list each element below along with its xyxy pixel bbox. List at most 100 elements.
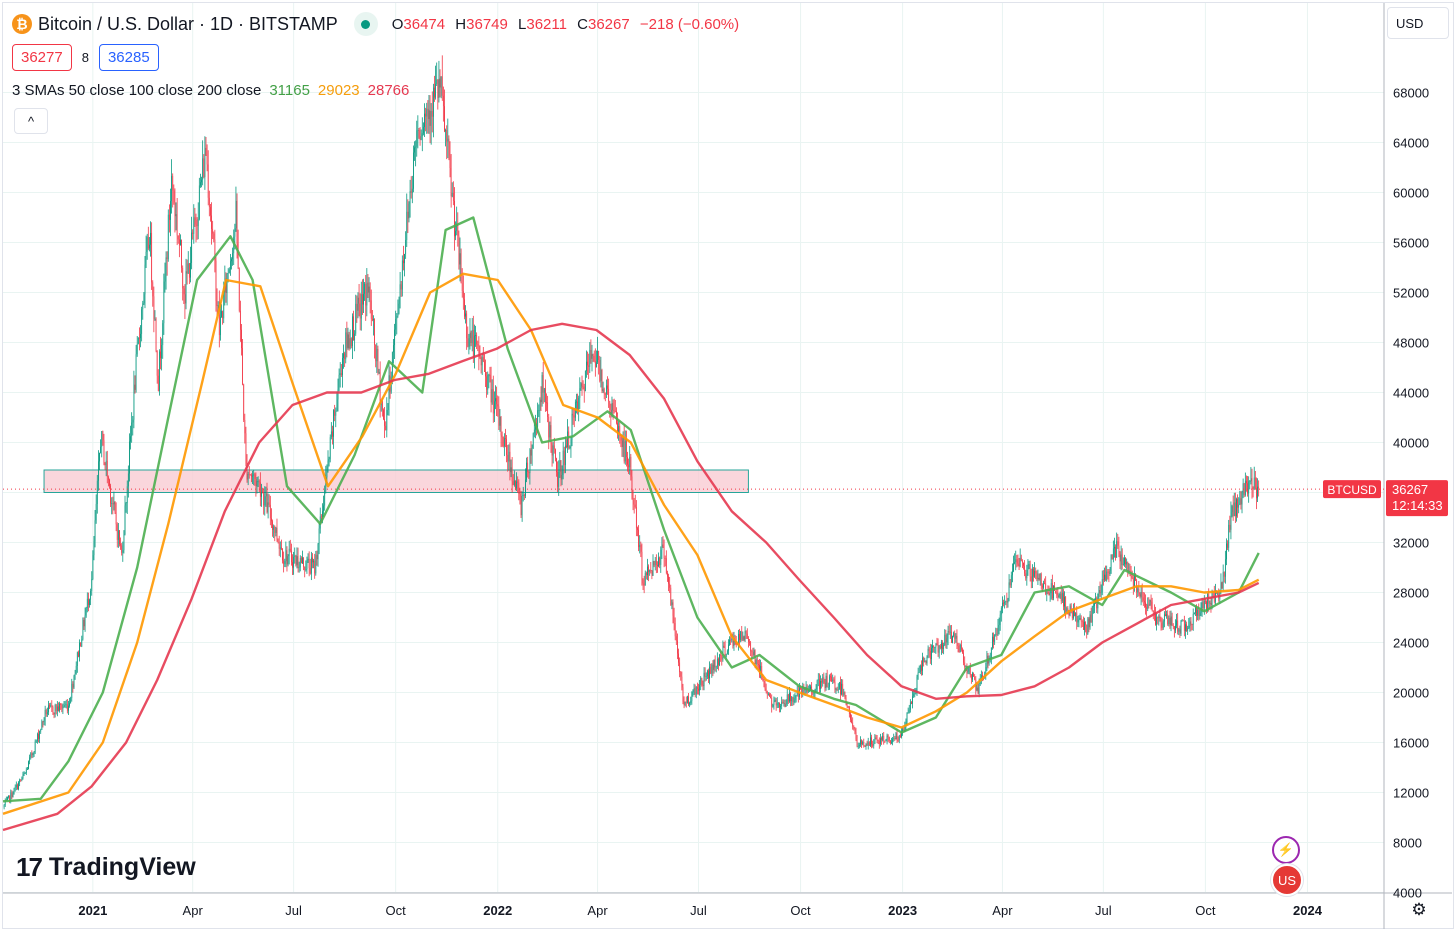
collapse-legend-button[interactable]: ^ <box>14 108 48 134</box>
candle-body <box>1140 591 1142 597</box>
candle-body <box>244 420 246 434</box>
candle-body <box>560 460 562 480</box>
candle-body <box>488 374 490 376</box>
candle-body <box>29 757 31 762</box>
candle-body <box>266 493 268 513</box>
candle-body <box>152 282 154 297</box>
candle-body <box>1148 604 1150 606</box>
market-status-icon[interactable] <box>353 12 378 36</box>
candle-body <box>913 693 915 697</box>
candle-body <box>551 444 553 456</box>
candle-body <box>216 300 218 306</box>
candle-body <box>863 741 865 746</box>
currency-button[interactable]: USD <box>1387 7 1449 39</box>
candle-body <box>134 384 136 390</box>
candle-body <box>1149 600 1151 605</box>
candle-body <box>384 418 385 426</box>
bolt-icon[interactable]: ⚡ <box>1272 836 1300 864</box>
candle-body <box>25 769 27 774</box>
candle-body <box>543 388 545 393</box>
candle-body <box>492 389 494 414</box>
candle-body <box>718 658 719 665</box>
candle-body <box>12 794 14 798</box>
candle-body <box>906 713 908 723</box>
candle-body <box>478 345 480 357</box>
candle-body <box>223 292 225 319</box>
candle-body <box>525 479 526 496</box>
candle-body <box>1186 624 1187 632</box>
candle-body <box>15 784 17 788</box>
candle-body <box>303 557 304 567</box>
candle-body <box>344 353 346 360</box>
candle-body <box>23 773 25 775</box>
candle-body <box>1098 590 1100 594</box>
candle-body <box>669 583 671 588</box>
candle-body <box>1107 571 1109 573</box>
x-tick-label: 2021 <box>78 903 107 918</box>
candle-body <box>1207 593 1209 611</box>
us-flag-icon[interactable]: US <box>1271 864 1303 896</box>
candle-body <box>85 608 87 616</box>
candle-body <box>439 78 441 88</box>
candle-body <box>706 670 708 677</box>
candle-body <box>794 697 796 701</box>
candle-body <box>873 743 875 746</box>
candle-body <box>564 445 566 466</box>
buy-button[interactable]: 36285 <box>98 44 159 71</box>
candle-body <box>111 503 113 504</box>
x-tick-label: Apr <box>183 903 204 918</box>
candle-body <box>827 686 829 688</box>
candle-body <box>714 659 716 668</box>
symbol-tag-bg <box>1323 480 1381 499</box>
candle-body <box>1172 625 1174 627</box>
candle-body <box>815 689 817 693</box>
candle-body <box>893 738 895 740</box>
candle-body <box>1137 588 1139 593</box>
candle-body <box>648 566 649 573</box>
candle-body <box>1058 595 1060 598</box>
candle-body <box>545 388 546 403</box>
candle-body <box>52 706 54 714</box>
candle-body <box>1132 577 1134 586</box>
candle-body <box>703 672 705 687</box>
candle-body <box>308 558 310 568</box>
candle-body <box>923 657 925 663</box>
candle-body <box>418 130 420 138</box>
candle-body <box>92 555 94 579</box>
candle-body <box>278 542 280 549</box>
candle-body <box>136 343 138 355</box>
candle-body <box>855 732 857 740</box>
candle-body <box>325 477 327 491</box>
candle-body <box>762 678 764 680</box>
chevron-up-icon: ^ <box>27 113 35 129</box>
indicator-legend[interactable]: 3 SMAs 50 close 100 close 200 close 3116… <box>12 82 417 99</box>
candle-body <box>785 704 787 707</box>
candle-body <box>137 337 139 344</box>
candle-body <box>903 729 905 731</box>
candle-body <box>186 271 188 274</box>
symbol-title[interactable]: Bitcoin / U.S. Dollar · 1D · BITSTAMP <box>38 13 338 34</box>
candle-body <box>801 688 803 695</box>
candle-body <box>1086 624 1088 634</box>
candle-body <box>1141 591 1143 598</box>
candle-body <box>631 476 633 492</box>
candle-body <box>123 534 125 551</box>
candle-body <box>465 313 466 317</box>
settings-icon[interactable]: ⚙ <box>1411 900 1427 919</box>
candle-body <box>1162 621 1164 628</box>
spread-value: 8 <box>81 50 89 65</box>
candle-body <box>54 705 56 715</box>
candle-body <box>178 239 180 246</box>
candle-body <box>297 556 299 568</box>
candle-body <box>1142 597 1144 601</box>
candle-body <box>699 684 700 691</box>
candle-body <box>406 211 408 240</box>
candle-body <box>1018 565 1020 567</box>
candle-body <box>598 350 600 360</box>
sell-button[interactable]: 36277 <box>12 44 72 71</box>
candle-body <box>1109 570 1111 574</box>
tradingview-logo[interactable]: 17 TradingView <box>16 852 196 883</box>
candle-body <box>424 113 425 128</box>
candle-body <box>1059 593 1061 596</box>
